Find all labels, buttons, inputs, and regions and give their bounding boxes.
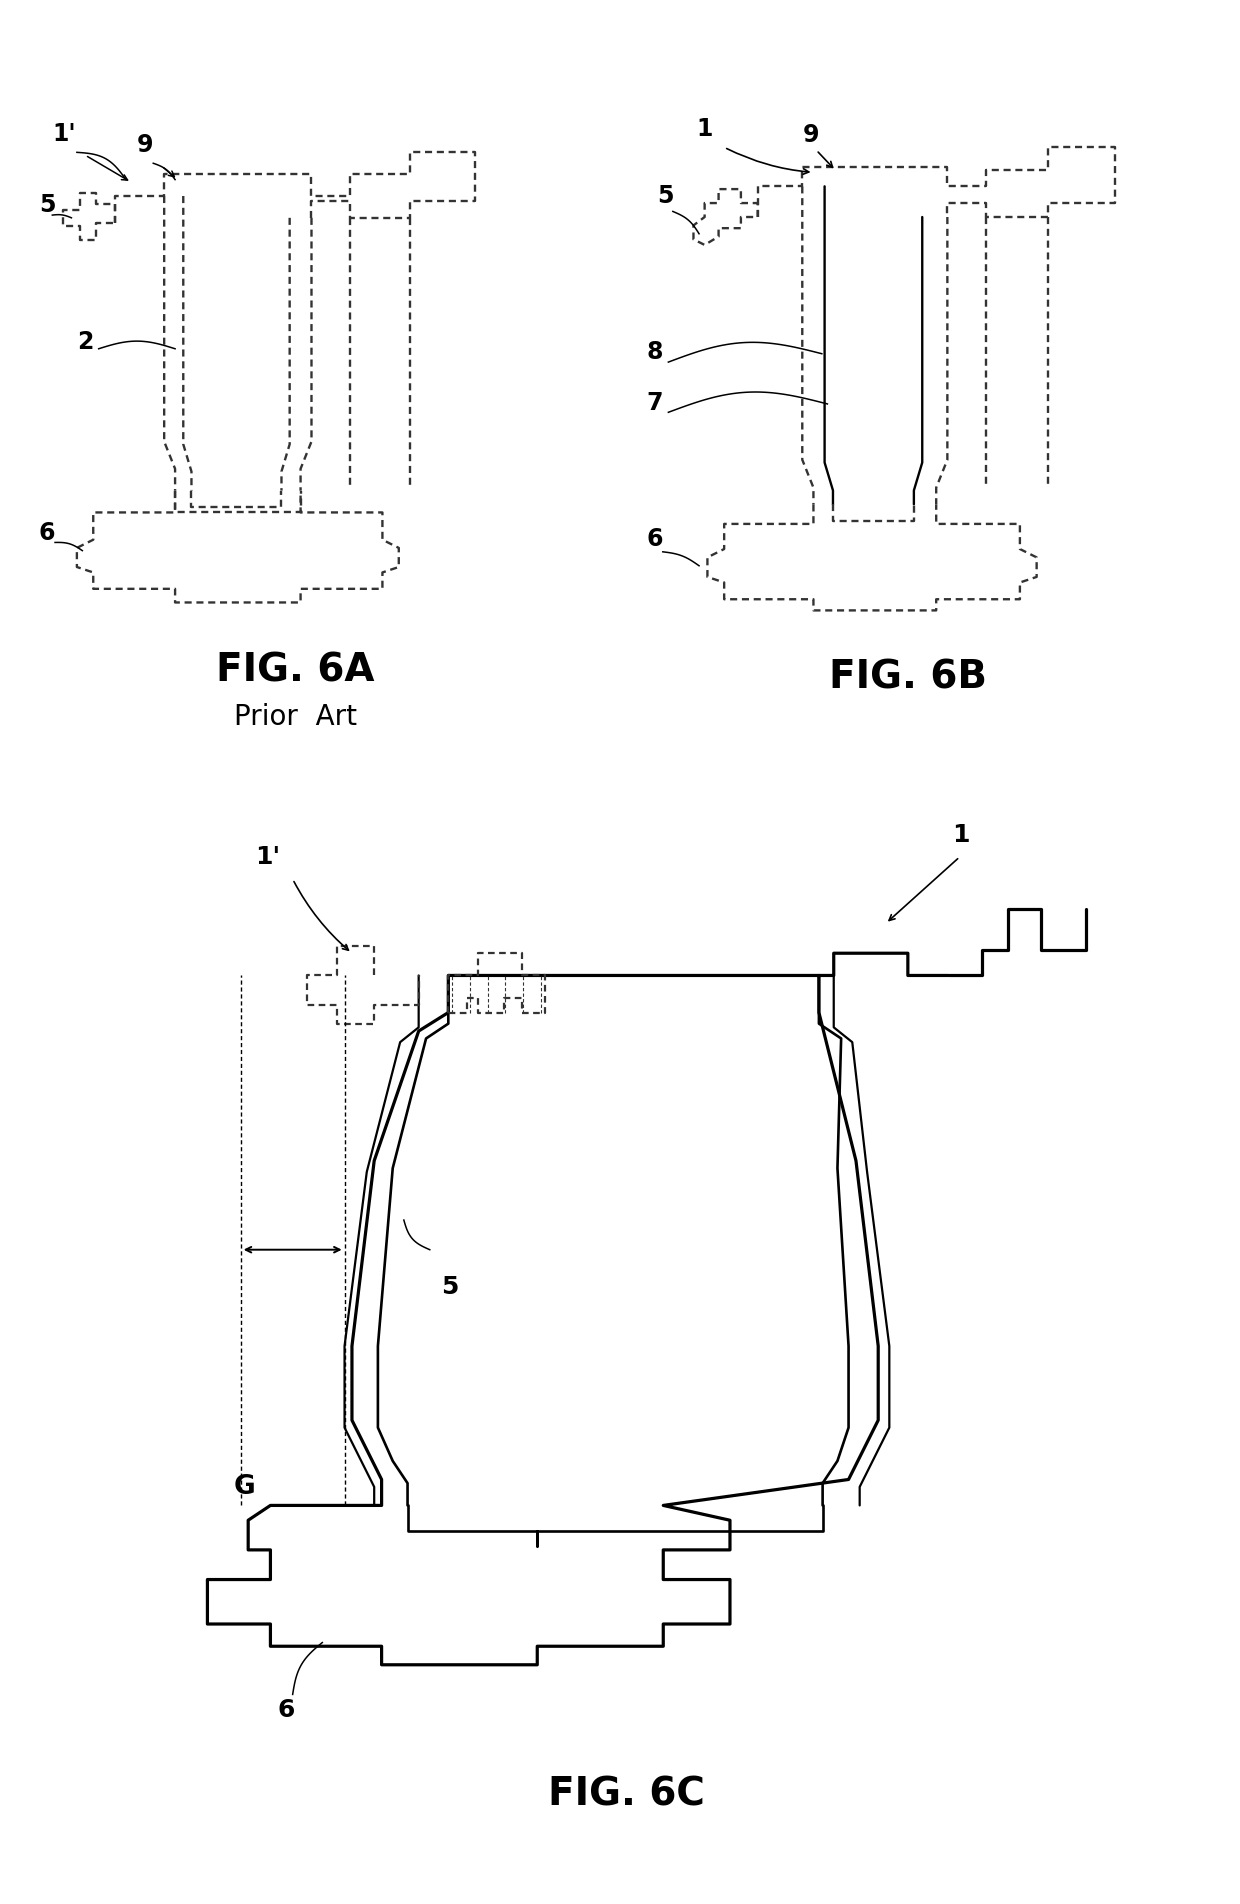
- Text: 5: 5: [657, 185, 673, 208]
- Text: FIG. 6B: FIG. 6B: [830, 659, 987, 697]
- Text: 9: 9: [802, 122, 818, 147]
- Text: 1': 1': [52, 122, 76, 147]
- Text: G: G: [233, 1474, 255, 1500]
- Text: 6: 6: [38, 520, 56, 545]
- Text: FIG. 6A: FIG. 6A: [216, 651, 374, 689]
- Text: 5: 5: [38, 194, 56, 217]
- Text: 1: 1: [697, 118, 713, 141]
- Text: 5: 5: [441, 1276, 459, 1299]
- Text: 1': 1': [255, 845, 280, 870]
- Text: 8: 8: [646, 341, 662, 364]
- Text: Prior  Art: Prior Art: [233, 703, 357, 731]
- Text: 7: 7: [646, 390, 662, 415]
- Text: 6: 6: [278, 1698, 295, 1721]
- Text: 9: 9: [136, 133, 154, 158]
- Text: FIG. 6C: FIG. 6C: [548, 1776, 704, 1815]
- Text: 6: 6: [646, 527, 662, 552]
- Text: 1: 1: [952, 823, 970, 847]
- Text: 2: 2: [77, 329, 93, 354]
